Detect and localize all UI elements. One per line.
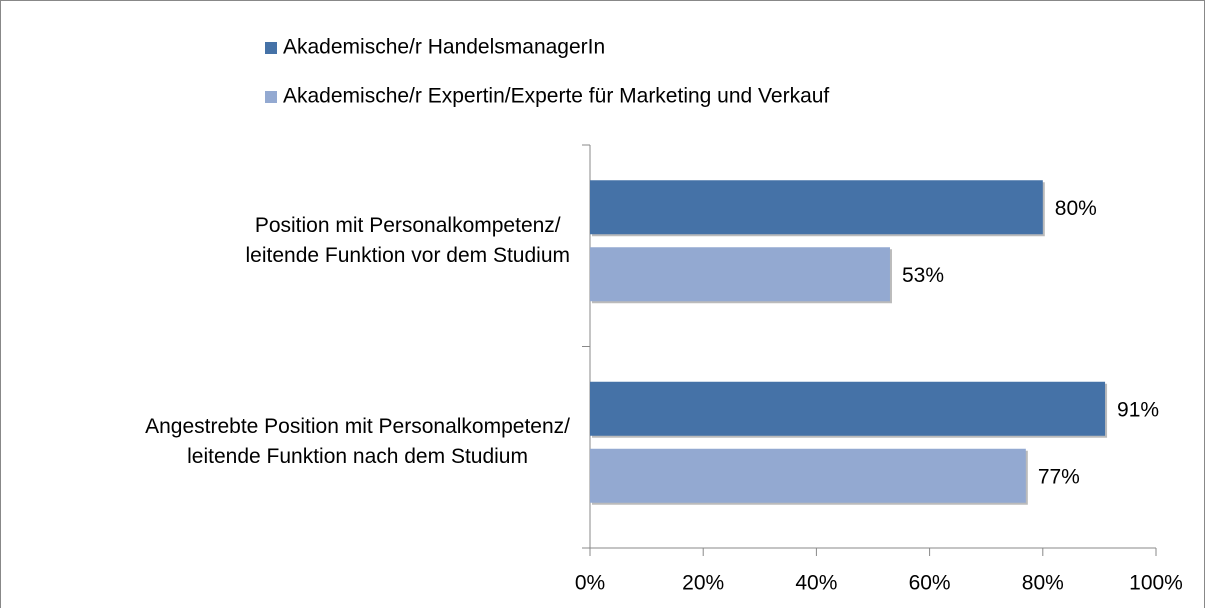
bar — [590, 180, 1043, 235]
category-label: Position mit Personalkompetenz/ leitende… — [245, 213, 570, 267]
legend-label: Akademische/r Expertin/Experte für Marke… — [283, 85, 829, 108]
x-tick-label: 60% — [909, 572, 951, 595]
value-label: 91% — [1117, 398, 1159, 421]
bar — [590, 381, 1106, 436]
value-label: 77% — [1038, 465, 1080, 488]
category-label: Angestrebte Position mit Personalkompete… — [145, 415, 570, 469]
x-tick-label: 100% — [1129, 572, 1183, 595]
x-tick-label: 0% — [575, 572, 605, 595]
legend-swatch — [265, 42, 277, 54]
x-tick-label: 20% — [682, 572, 724, 595]
x-tick-label: 40% — [795, 572, 837, 595]
bar — [590, 247, 890, 302]
value-label: 80% — [1055, 197, 1097, 220]
legend-label: Akademische/r HandelsmanagerIn — [283, 36, 605, 59]
legend-swatch — [265, 91, 277, 103]
bar — [590, 448, 1026, 503]
x-tick-label: 80% — [1022, 572, 1064, 595]
value-label: 53% — [902, 264, 944, 287]
